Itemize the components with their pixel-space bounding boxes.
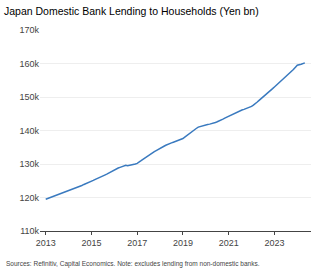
svg-text:2015: 2015 <box>81 238 101 248</box>
svg-text:2019: 2019 <box>173 238 193 248</box>
svg-text:110k: 110k <box>20 226 39 236</box>
svg-text:140k: 140k <box>19 126 39 136</box>
svg-text:120k: 120k <box>19 193 39 203</box>
svg-text:2021: 2021 <box>219 238 239 248</box>
svg-text:2023: 2023 <box>264 238 284 248</box>
svg-text:2017: 2017 <box>127 238 147 248</box>
svg-text:150k: 150k <box>19 92 39 102</box>
svg-text:Japan Domestic Bank Lending to: Japan Domestic Bank Lending to Household… <box>4 5 259 17</box>
svg-text:Sources: Refinitiv, Capital Ec: Sources: Refinitiv, Capital Economics. N… <box>6 260 260 268</box>
svg-text:160k: 160k <box>19 59 39 69</box>
svg-text:2013: 2013 <box>36 238 56 248</box>
svg-text:130k: 130k <box>19 159 39 169</box>
svg-text:170k: 170k <box>19 25 39 35</box>
